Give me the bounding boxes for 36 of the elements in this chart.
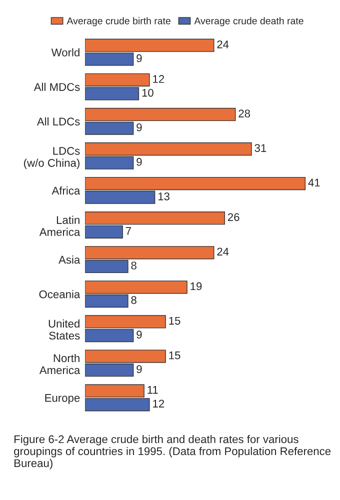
- data-label: 12: [153, 75, 164, 83]
- data-label: 9: [136, 158, 142, 166]
- data-label: 31: [254, 144, 266, 152]
- legend-label: Average crude death rate: [194, 17, 304, 26]
- legend-label: Average crude birth rate: [66, 17, 170, 26]
- y-tick-label: Oceania: [39, 290, 80, 298]
- data-label: 9: [136, 54, 142, 62]
- data-label: 41: [308, 178, 320, 186]
- y-tick-label: Europe: [45, 394, 80, 404]
- caption: Figure 6-2 Average crude birth and death rates for various groupings of countries in 1995. (Data from Population Reference Bureau): [14, 435, 331, 470]
- data-label: 26: [228, 213, 240, 222]
- data-label: 13: [158, 192, 170, 200]
- y-tick-label: World: [51, 48, 80, 56]
- y-tick-label: North America: [39, 354, 80, 374]
- y-tick-label: Latin America: [39, 216, 80, 236]
- data-label: 8: [131, 262, 136, 270]
- data-label: 24: [217, 248, 229, 256]
- data-label: 11: [148, 386, 158, 394]
- data-label: 15: [169, 352, 180, 360]
- y-tick-label: United States: [48, 319, 80, 340]
- data-label: 12: [153, 400, 164, 408]
- data-label: 8: [131, 296, 136, 304]
- y-tick-label: Asia: [58, 256, 80, 264]
- data-label: 9: [136, 365, 142, 374]
- data-label: 19: [190, 282, 202, 290]
- data-label: 9: [136, 330, 142, 339]
- data-label: 7: [126, 227, 131, 235]
- data-label: 24: [217, 40, 229, 48]
- y-tick-label: LDCs (w/o China): [24, 147, 80, 170]
- data-label: 28: [238, 110, 250, 118]
- data-label: 15: [169, 316, 180, 325]
- data-label: 9: [136, 123, 142, 132]
- data-label: 10: [142, 88, 154, 97]
- y-tick-label: Africa: [52, 186, 80, 195]
- y-tick-label: All LDCs: [36, 117, 80, 126]
- y-tick-label: All MDCs: [34, 82, 80, 91]
